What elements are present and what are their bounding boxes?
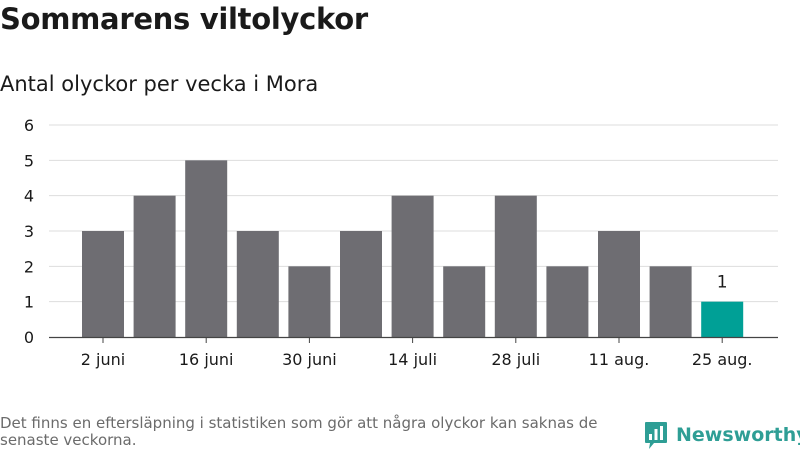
bar	[443, 266, 486, 337]
newsworthy-logo-icon	[645, 422, 667, 449]
bar	[494, 195, 537, 337]
bar	[236, 231, 279, 337]
y-tick-label: 4	[24, 187, 34, 206]
x-tick-label: 28 juli	[491, 350, 540, 369]
x-tick-label: 30 juni	[282, 350, 337, 369]
bar	[133, 195, 176, 337]
y-tick-label: 5	[24, 151, 34, 170]
chart-title: Sommarens viltolyckor	[0, 2, 368, 36]
y-tick-label: 1	[24, 293, 34, 312]
y-tick-label: 2	[24, 257, 34, 276]
brand: Newsworthy	[644, 419, 800, 451]
data-label: 1	[717, 273, 728, 293]
bar	[701, 301, 744, 337]
x-tick-label: 14 juli	[388, 350, 437, 369]
x-tick-label: 11 aug.	[589, 350, 650, 369]
x-tick-label: 2 juni	[81, 350, 125, 369]
bar-chart: 0 1 2 3 4 5 6 2 juni 16 juni 30 juni 14 juli 28 jul…	[24, 116, 778, 369]
bar	[185, 160, 228, 337]
brand-name: Newsworthy	[676, 424, 800, 446]
bar	[82, 231, 124, 337]
x-tick-label: 16 juni	[179, 350, 234, 369]
bar	[649, 266, 692, 337]
bar	[598, 231, 640, 337]
bar	[288, 266, 331, 337]
y-tick-label: 0	[24, 328, 34, 347]
footnote: Det finns en eftersläpning i statistiken…	[0, 414, 598, 449]
chart-subtitle: Antal olyckor per vecka i Mora	[0, 72, 319, 96]
y-tick-label: 3	[24, 222, 34, 241]
bar	[340, 231, 382, 337]
y-tick-label: 6	[24, 116, 34, 135]
bar	[546, 266, 589, 337]
bar	[391, 195, 434, 337]
x-tick-label: 25 aug.	[692, 350, 753, 369]
